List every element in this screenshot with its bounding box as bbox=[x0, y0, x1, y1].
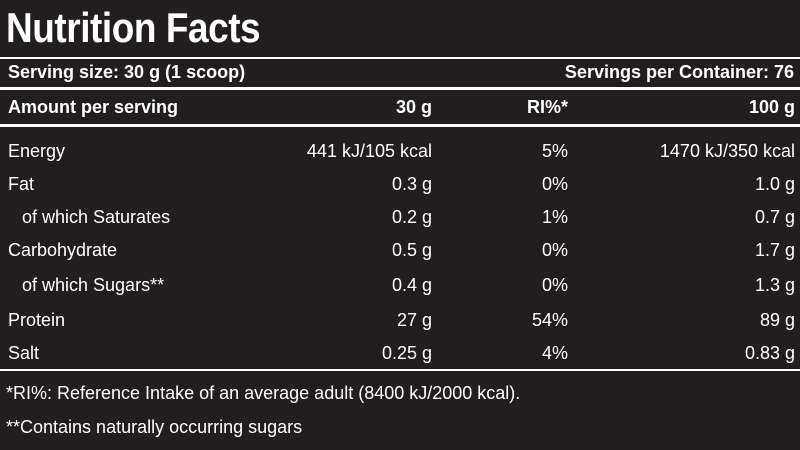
nutrient-value: 1.0 g bbox=[754, 174, 795, 194]
column-header: RI%* bbox=[526, 97, 568, 117]
rule bbox=[0, 124, 800, 127]
nutrient-name: of which Sugars** bbox=[22, 275, 165, 295]
nutrient-value: 0% bbox=[541, 275, 568, 295]
column-header: Amount per serving bbox=[8, 97, 179, 117]
nutrient-value: 1% bbox=[541, 207, 568, 227]
nutrient-value: 0.4 g bbox=[391, 275, 432, 295]
nutrient-value: 89 g bbox=[759, 310, 795, 330]
nutrient-value: 54% bbox=[531, 310, 568, 330]
rule bbox=[0, 57, 800, 59]
nutrient-name: of which Saturates bbox=[22, 207, 171, 227]
nutrient-name: Protein bbox=[8, 310, 66, 330]
nutrient-name: Carbohydrate bbox=[8, 240, 118, 260]
nutrient-value: 1.3 g bbox=[754, 275, 795, 295]
nutrient-value: 1.7 g bbox=[754, 240, 795, 260]
nutrient-value: 0.2 g bbox=[391, 207, 432, 227]
nutrient-value: 0% bbox=[541, 174, 568, 194]
column-header: 100 g bbox=[748, 97, 795, 117]
footnote: **Contains naturally occurring sugars bbox=[6, 417, 303, 437]
column-header: 30 g bbox=[395, 97, 432, 117]
rule bbox=[0, 369, 800, 371]
nutrient-value: 0% bbox=[541, 240, 568, 260]
serving-size: Serving size: 30 g (1 scoop) bbox=[8, 62, 246, 82]
nutrient-value: 0.25 g bbox=[381, 343, 432, 363]
footnote: *RI%: Reference Intake of an average adu… bbox=[6, 383, 521, 403]
nutrient-value: 0.7 g bbox=[754, 207, 795, 227]
rule bbox=[0, 87, 800, 90]
title: Nutrition Facts bbox=[6, 4, 261, 51]
nutrient-value: 441 kJ/105 kcal bbox=[306, 141, 432, 161]
nutrient-name: Fat bbox=[8, 174, 35, 194]
nutrient-name: Salt bbox=[8, 343, 40, 363]
nutrient-name: Energy bbox=[8, 141, 66, 161]
nutrient-value: 27 g bbox=[396, 310, 432, 330]
nutrient-value: 0.83 g bbox=[744, 343, 795, 363]
nutrient-value: 0.5 g bbox=[391, 240, 432, 260]
nutrient-value: 4% bbox=[541, 343, 568, 363]
nutrient-value: 5% bbox=[541, 141, 568, 161]
nutrient-value: 1470 kJ/350 kcal bbox=[659, 141, 795, 161]
servings-per-container: Servings per Container: 76 bbox=[564, 62, 794, 82]
nutrient-value: 0.3 g bbox=[391, 174, 432, 194]
